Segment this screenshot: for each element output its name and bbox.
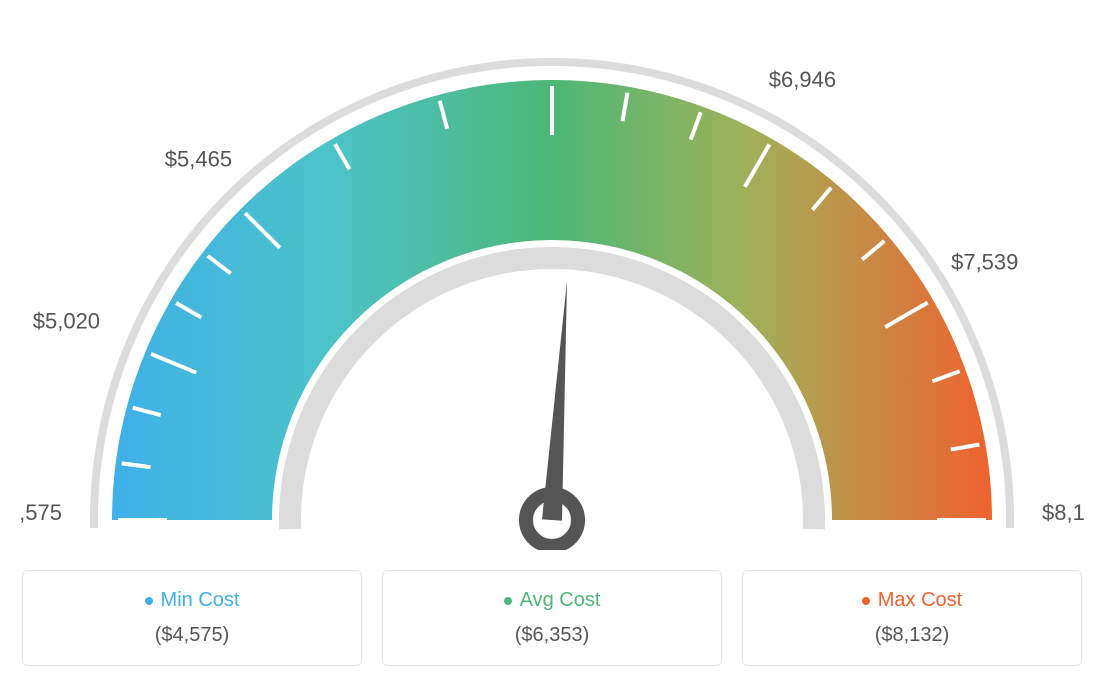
legend-card: Max Cost ($8,132) — [742, 570, 1082, 666]
legend-card-value: ($8,132) — [753, 624, 1071, 647]
cost-gauge-chart: $4,575$5,020$5,465$6,353$6,946$7,539$8,1… — [20, 20, 1084, 550]
legend-card-title: Min Cost — [145, 589, 240, 612]
legend-card-value: ($4,575) — [33, 624, 351, 647]
legend-card-value: ($6,353) — [393, 624, 711, 647]
legend-title-text: Max Cost — [878, 589, 962, 612]
legend-card-title: Max Cost — [862, 589, 962, 612]
legend-title-text: Avg Cost — [520, 589, 601, 612]
legend-title-text: Min Cost — [161, 589, 240, 612]
gauge-tick-label: $4,575 — [20, 500, 62, 525]
gauge-tick-label: $7,539 — [951, 250, 1018, 275]
gauge-tick-label: $8,132 — [1042, 500, 1084, 525]
legend-card: Avg Cost ($6,353) — [382, 570, 722, 666]
gauge-tick-label: $5,020 — [33, 309, 100, 334]
gauge-tick-label: $5,465 — [165, 146, 232, 171]
gauge-tick-label: $6,946 — [769, 67, 836, 92]
legend-card: Min Cost ($4,575) — [22, 570, 362, 666]
legend-dot-icon — [504, 597, 512, 605]
legend-dot-icon — [862, 597, 870, 605]
legend-row: Min Cost ($4,575) Avg Cost ($6,353) Max Cost… — [20, 570, 1084, 666]
legend-card-title: Avg Cost — [504, 589, 601, 612]
legend-dot-icon — [145, 597, 153, 605]
gauge-needle — [542, 280, 567, 520]
